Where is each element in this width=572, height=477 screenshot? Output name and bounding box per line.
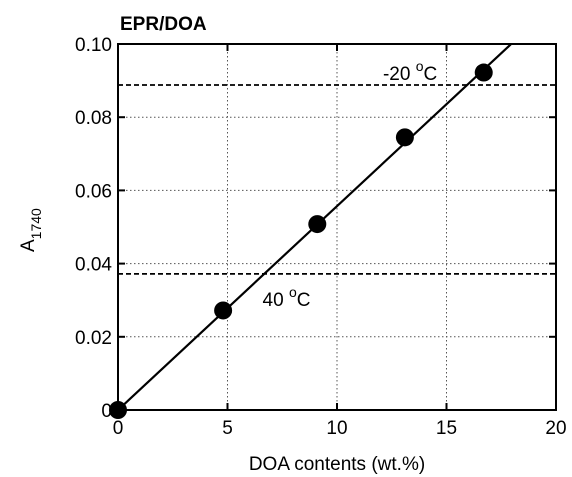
reference-lines	[118, 84, 556, 275]
x-tick-label-1: 5	[222, 418, 233, 439]
grid	[118, 44, 556, 410]
y-tick-label-4: 0.08	[75, 108, 112, 129]
reference-label-1: 40 oC	[263, 284, 311, 311]
x-axis-title: DOA contents (wt.%)	[249, 454, 425, 475]
reference-label-unit-0: C	[424, 64, 438, 85]
x-tick-label-2: 10	[326, 418, 347, 439]
y-tick-label-3: 0.06	[75, 181, 112, 202]
reference-label-degree-1: o	[289, 284, 297, 300]
data-point-0-4	[474, 63, 493, 82]
reference-label-unit-1: C	[297, 290, 311, 311]
y-axis-title-main: A	[18, 239, 39, 252]
x-tick-label-4: 20	[545, 418, 566, 439]
y-axis-title: A1740	[18, 208, 44, 252]
x-tick-label-0: 0	[113, 418, 124, 439]
y-axis-title-subscript: 1740	[28, 208, 44, 239]
y-tick-labels: 0 0.02 0.04 0.06 0.08 0.10	[75, 35, 112, 422]
reference-label-main-0: -20	[383, 64, 416, 85]
y-tick-label-2: 0.04	[75, 255, 112, 276]
data-points	[109, 63, 493, 419]
data-point-0-2	[308, 215, 327, 234]
reference-label-degree-0: o	[416, 58, 424, 74]
y-tick-label-1: 0.02	[75, 328, 112, 349]
data-point-0-1	[214, 301, 233, 320]
chart-title: EPR/DOA	[120, 14, 207, 35]
ticks	[117, 43, 557, 411]
reference-label-main-1: 40	[263, 290, 289, 311]
x-tick-labels: 0 5 10 15 20	[113, 418, 567, 439]
y-tick-label-5: 0.10	[75, 35, 112, 56]
y-tick-label-0: 0	[101, 401, 112, 422]
reference-label-0: -20 oC	[383, 58, 437, 85]
data-point-0-3	[395, 128, 414, 147]
plot-frame	[117, 43, 557, 411]
x-tick-label-3: 15	[436, 418, 457, 439]
